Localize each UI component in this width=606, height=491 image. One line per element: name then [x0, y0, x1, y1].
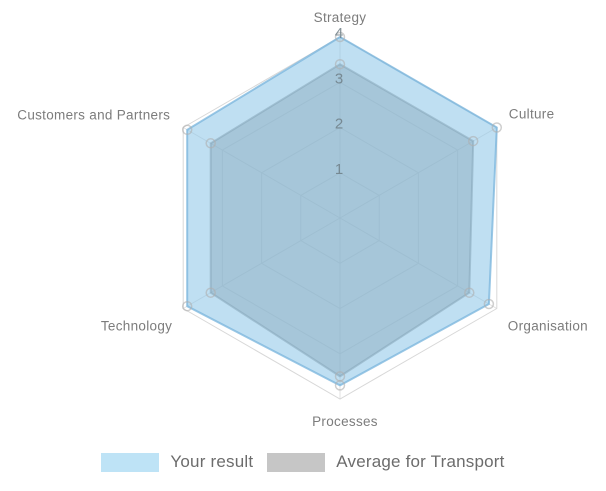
- legend-label-your-result: Your result: [170, 452, 254, 471]
- axis-label-technology: Technology: [101, 319, 172, 334]
- data-point-marker: [491, 122, 503, 133]
- legend-item-your-result: Your result: [101, 452, 253, 472]
- data-point-marker: [483, 298, 495, 310]
- data-point-marker: [334, 58, 346, 70]
- tick-label-4: 4: [335, 25, 343, 42]
- data-point-marker: [205, 138, 216, 149]
- axis-label-strategy: Strategy: [314, 10, 367, 25]
- legend-item-average-transport: Average for Transport: [267, 452, 504, 472]
- axis-label-processes: Processes: [312, 414, 378, 429]
- data-point-marker: [205, 287, 216, 298]
- tick-label-1: 1: [335, 161, 343, 178]
- data-point-marker: [464, 287, 475, 298]
- data-point-marker: [334, 380, 346, 391]
- legend-label-average-transport: Average for Transport: [336, 452, 505, 471]
- legend-swatch-average-transport: [267, 452, 326, 472]
- series-polygon-your-result: [186, 36, 498, 387]
- axis-label-organisation: Organisation: [508, 319, 588, 334]
- axis-label-customers-and-partners: Customers and Partners: [17, 108, 170, 123]
- data-point-marker: [181, 124, 193, 136]
- data-point-marker: [334, 31, 346, 43]
- axis-label-culture: Culture: [509, 107, 555, 122]
- legend-swatch-your-result: [101, 452, 160, 472]
- radar-chart: 1 2 3 4 Strategy Culture Organisation Processes…: [17, 10, 588, 429]
- data-point-marker: [467, 135, 479, 147]
- tick-label-3: 3: [335, 70, 343, 87]
- chart-legend: Your result Average for Transport: [0, 452, 606, 472]
- data-point-marker: [181, 300, 193, 312]
- tick-label-2: 2: [335, 116, 343, 133]
